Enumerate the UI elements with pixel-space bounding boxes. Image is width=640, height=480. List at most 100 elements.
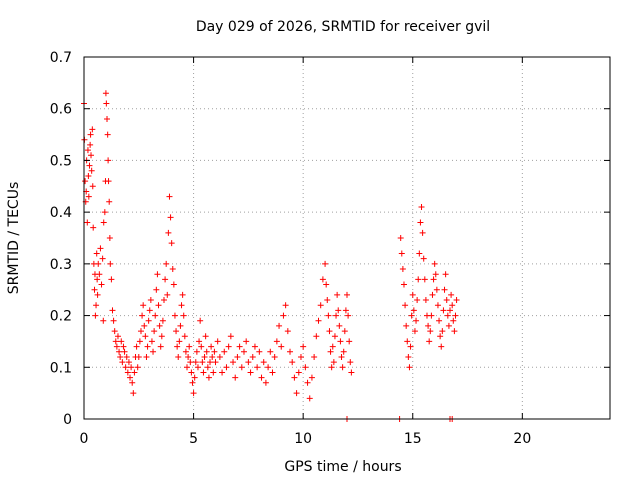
data-point — [94, 276, 101, 283]
data-point — [128, 364, 135, 371]
data-point — [163, 260, 170, 267]
data-point — [331, 333, 338, 340]
data-point — [94, 291, 101, 298]
data-point — [306, 395, 313, 402]
data-point — [333, 312, 340, 319]
data-point — [429, 291, 436, 298]
data-point — [192, 359, 199, 366]
data-point — [93, 302, 100, 309]
data-point — [347, 359, 354, 366]
data-point — [97, 245, 104, 252]
data-point — [180, 312, 187, 319]
data-point — [453, 297, 460, 304]
x-tick-label: 10 — [294, 431, 312, 447]
data-point — [311, 353, 318, 360]
data-point — [227, 333, 234, 340]
data-point — [282, 302, 289, 309]
data-point — [409, 291, 416, 298]
plot-frame — [83, 56, 611, 420]
data-point — [345, 312, 352, 319]
data-point — [260, 359, 267, 366]
data-point — [104, 131, 111, 138]
data-point — [278, 343, 285, 350]
data-point — [193, 348, 200, 355]
x-tick-label: 20 — [513, 431, 531, 447]
data-point — [198, 343, 205, 350]
data-point — [102, 90, 109, 97]
data-point — [433, 286, 440, 293]
data-point — [271, 353, 278, 360]
data-point — [177, 322, 184, 329]
data-point — [141, 322, 148, 329]
data-point — [89, 183, 96, 190]
data-point — [203, 348, 210, 355]
data-point — [430, 276, 437, 283]
data-point — [167, 214, 174, 221]
data-point — [421, 276, 428, 283]
data-point — [404, 338, 411, 345]
data-point — [186, 343, 193, 350]
data-point — [182, 348, 189, 355]
data-point — [130, 390, 137, 397]
data-point — [221, 348, 228, 355]
data-point — [139, 312, 146, 319]
data-point — [258, 374, 265, 381]
data-point — [425, 322, 432, 329]
data-point — [428, 312, 435, 319]
data-point — [403, 322, 410, 329]
data-point — [85, 172, 92, 179]
data-point — [137, 328, 144, 335]
data-point — [445, 322, 452, 329]
y-tick-label: 0.3 — [50, 257, 72, 273]
data-point — [176, 338, 183, 345]
data-point — [300, 343, 307, 350]
data-point — [190, 390, 197, 397]
data-point — [251, 343, 258, 350]
data-point — [90, 224, 97, 231]
data-point — [92, 312, 99, 319]
data-point — [122, 364, 129, 371]
data-point — [348, 369, 355, 376]
data-point — [134, 364, 141, 371]
data-point — [325, 312, 332, 319]
data-point — [297, 353, 304, 360]
data-point — [129, 379, 136, 386]
data-point — [416, 250, 423, 257]
data-point — [89, 126, 96, 133]
data-point — [145, 317, 152, 324]
data-point — [125, 359, 132, 366]
data-point — [119, 359, 126, 366]
data-point — [155, 302, 162, 309]
data-point — [338, 353, 345, 360]
axis-ticks: 0 0.1 0.2 0.3 0.4 0.5 0.6 0.7 0 5 10 15 20 — [50, 50, 610, 447]
data-point — [135, 353, 142, 360]
data-point — [106, 235, 113, 241]
data-point — [105, 157, 112, 164]
data-point — [158, 333, 165, 340]
x-tick-label: 15 — [404, 431, 422, 447]
data-point — [269, 369, 276, 376]
data-point — [205, 374, 212, 381]
data-point — [85, 193, 92, 200]
data-point — [317, 302, 324, 309]
data-point — [164, 291, 171, 298]
data-point — [439, 328, 446, 335]
data-point — [438, 343, 445, 350]
data-point — [95, 260, 102, 267]
y-tick-label: 0.2 — [50, 309, 72, 325]
data-point — [420, 255, 427, 262]
data-point — [334, 291, 341, 298]
data-point — [431, 260, 438, 267]
data-point — [449, 302, 456, 309]
data-point — [328, 364, 335, 371]
data-point — [212, 359, 219, 366]
data-point — [337, 338, 344, 345]
data-point — [165, 229, 172, 236]
data-point — [144, 343, 151, 350]
data-point — [402, 302, 409, 309]
data-point — [214, 338, 221, 345]
data-point — [408, 312, 415, 319]
data-point — [88, 167, 95, 174]
data-point — [197, 317, 204, 324]
